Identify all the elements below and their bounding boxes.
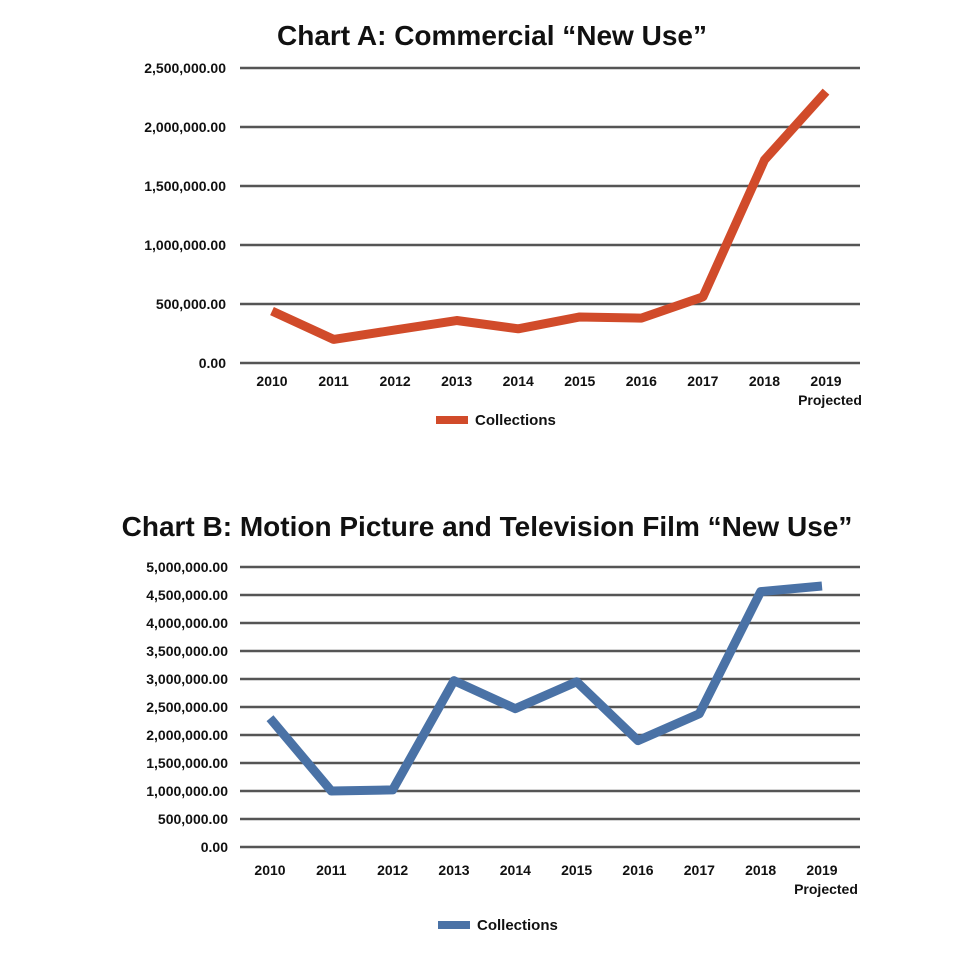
chart-b-x-tick-label: 2010 bbox=[254, 862, 285, 878]
chart-b-x-tick-label: 2015 bbox=[561, 862, 592, 878]
chart-b-x-tick-label: 2018 bbox=[745, 862, 776, 878]
chart-b-y-tick-label: 2,000,000.00 bbox=[146, 727, 228, 743]
chart-b: Chart B: Motion Picture and Television F… bbox=[122, 511, 860, 934]
chart-b-x-tick-label: 2011 bbox=[316, 862, 347, 878]
chart-a-legend: Collections bbox=[436, 412, 556, 429]
chart-b-x-tick-label: 2019 bbox=[806, 862, 837, 878]
chart-a-y-tick-label: 1,000,000.00 bbox=[144, 237, 226, 253]
chart-a-gridlines bbox=[240, 66, 860, 365]
chart-a-y-tick-label: 2,500,000.00 bbox=[144, 60, 226, 76]
chart-a-x-tick-label: 2017 bbox=[687, 373, 718, 389]
chart-b-y-tick-label: 5,000,000.00 bbox=[146, 559, 228, 575]
chart-b-legend: Collections bbox=[438, 917, 558, 934]
chart-b-y-tick-label: 3,500,000.00 bbox=[146, 643, 228, 659]
chart-a-y-tick-label: 2,000,000.00 bbox=[144, 119, 226, 135]
chart-a-x-tick-label: 2016 bbox=[626, 373, 657, 389]
chart-a-x-tick-label: 2019 bbox=[810, 373, 841, 389]
chart-a-x-ticks: 2010 2011 2012 2013 2014 2015 2016 2017 2018 2019… bbox=[256, 373, 861, 408]
chart-b-y-tick-label: 4,500,000.00 bbox=[146, 587, 228, 603]
chart-a-title: Chart A: Commercial “New Use” bbox=[277, 20, 707, 51]
chart-b-y-tick-label: 4,000,000.00 bbox=[146, 615, 228, 631]
chart-b-y-tick-label: 1,500,000.00 bbox=[146, 755, 228, 771]
chart-b-y-ticks: 0.00 500,000.00 1,000,000.00 1,500,000.00 2,… bbox=[146, 559, 228, 855]
chart-b-x-tick-label: 2017 bbox=[684, 862, 715, 878]
chart-a-y-tick-label: 0.00 bbox=[199, 355, 226, 371]
chart-a-x-tick-label: 2010 bbox=[256, 373, 287, 389]
chart-b-x-tick-label: 2013 bbox=[438, 862, 469, 878]
chart-b-y-tick-label: 0.00 bbox=[201, 839, 228, 855]
chart-a-x-tick-label: 2012 bbox=[380, 373, 411, 389]
chart-a-series bbox=[270, 88, 830, 344]
chart-b-y-tick-label: 500,000.00 bbox=[158, 811, 228, 827]
chart-b-x-ticks: 2010 2011 2012 2013 2014 2015 2016 2017 2018 2019… bbox=[254, 862, 857, 897]
chart-a-x-tick-label: 2013 bbox=[441, 373, 472, 389]
chart-a-x-tick-label: 2014 bbox=[503, 373, 534, 389]
chart-b-series bbox=[266, 581, 823, 796]
chart-b-title: Chart B: Motion Picture and Television F… bbox=[122, 511, 853, 542]
chart-a-x-tick-label: 2015 bbox=[564, 373, 595, 389]
chart-a-legend-label: Collections bbox=[475, 412, 556, 429]
chart-b-x-tick-label: 2012 bbox=[377, 862, 408, 878]
chart-b-y-tick-label: 3,000,000.00 bbox=[146, 671, 228, 687]
chart-a-x-tick-label: 2018 bbox=[749, 373, 780, 389]
chart-b-x-tick-label: 2016 bbox=[622, 862, 653, 878]
chart-a: Chart A: Commercial “New Use” 0.00 500,00… bbox=[144, 20, 862, 429]
chart-b-series-line bbox=[266, 581, 823, 796]
chart-a-series-line bbox=[270, 88, 830, 344]
chart-a-x-tick-label: 2011 bbox=[318, 373, 349, 389]
chart-b-y-tick-label: 2,500,000.00 bbox=[146, 699, 228, 715]
chart-a-y-tick-label: 1,500,000.00 bbox=[144, 178, 226, 194]
chart-b-x-tick-sublabel: Projected bbox=[794, 881, 858, 897]
chart-b-y-tick-label: 1,000,000.00 bbox=[146, 783, 228, 799]
chart-b-x-tick-label: 2014 bbox=[500, 862, 531, 878]
chart-a-x-tick-sublabel: Projected bbox=[798, 392, 862, 408]
chart-a-y-tick-label: 500,000.00 bbox=[156, 296, 226, 312]
chart-b-legend-label: Collections bbox=[477, 917, 558, 934]
chart-a-y-ticks: 0.00 500,000.00 1,000,000.00 1,500,000.00 2,… bbox=[144, 60, 226, 371]
chart-b-gridlines bbox=[240, 565, 860, 849]
